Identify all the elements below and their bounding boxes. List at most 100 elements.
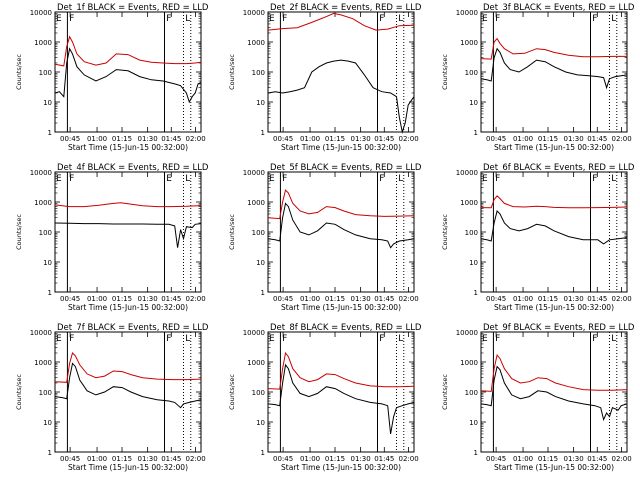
flag-letter: E xyxy=(56,174,62,184)
x-tick-label: 01:30 xyxy=(564,295,584,303)
y-tick-label: 1000 xyxy=(247,39,265,47)
y-axis-label: Counts/sec xyxy=(15,54,23,90)
flag-letter: E xyxy=(482,334,488,344)
x-tick-label: 00:45 xyxy=(486,295,506,303)
y-tick-label: 1000 xyxy=(34,39,52,47)
flag-letter: L xyxy=(185,334,190,344)
panel-4: Det_4f BLACK = Events, RED = LLD Counts/s… xyxy=(15,163,209,312)
x-tick-label: 00:45 xyxy=(60,135,80,143)
y-tick-label: 10000 xyxy=(243,169,265,177)
flag-letter: E xyxy=(56,14,62,24)
x-tick-label: 01:00 xyxy=(513,455,533,463)
x-tick-label: 01:45 xyxy=(161,135,181,143)
x-tick-label: 01:15 xyxy=(325,295,345,303)
x-tick-label: 01:00 xyxy=(300,455,320,463)
x-tick-label: 01:15 xyxy=(112,295,132,303)
x-axis-label: Start Time (15-Jun-15 00:32:00) xyxy=(281,303,401,312)
x-tick-label: 02:00 xyxy=(186,135,206,143)
y-axis-label: Counts/sec xyxy=(441,214,449,250)
flag-letter: L xyxy=(398,14,403,24)
y-tick-label: 1 xyxy=(261,289,265,297)
x-tick-label: 01:30 xyxy=(138,295,158,303)
x-tick-label: 00:45 xyxy=(273,455,293,463)
y-tick-label: 10 xyxy=(43,419,52,427)
y-axis-label: Counts/sec xyxy=(228,54,236,90)
x-tick-label: 02:00 xyxy=(612,295,632,303)
x-tick-label: 01:45 xyxy=(587,295,607,303)
y-tick-label: 10000 xyxy=(456,169,478,177)
x-tick-label: 01:45 xyxy=(374,455,394,463)
series-events xyxy=(480,365,628,422)
flag-letter: F xyxy=(379,174,384,184)
y-tick-label: 10 xyxy=(256,99,265,107)
y-tick-label: 10 xyxy=(469,419,478,427)
x-tick-label: 01:30 xyxy=(351,135,371,143)
series-lld xyxy=(54,352,202,383)
y-tick-label: 1 xyxy=(474,289,478,297)
y-tick-label: 1 xyxy=(474,449,478,457)
flag-letter: E xyxy=(269,334,275,344)
y-tick-label: 100 xyxy=(252,229,265,237)
plot-frame xyxy=(267,11,415,133)
x-axis-label: Start Time (15-Jun-15 00:32:00) xyxy=(494,303,614,312)
y-axis-label: Counts/sec xyxy=(15,374,23,410)
x-tick-label: 01:45 xyxy=(587,135,607,143)
x-tick-label: 02:00 xyxy=(612,135,632,143)
y-tick-label: 10000 xyxy=(243,329,265,337)
x-tick-label: 02:00 xyxy=(186,295,206,303)
y-tick-label: 10000 xyxy=(456,9,478,17)
x-tick-label: 01:30 xyxy=(564,455,584,463)
panel-9: Det_9f BLACK = Events, RED = LLD Counts/s… xyxy=(441,323,635,472)
flag-letter: F xyxy=(69,174,74,184)
panel-6: Det_6f BLACK = Events, RED = LLD Counts/s… xyxy=(441,163,635,312)
x-tick-label: 01:30 xyxy=(138,135,158,143)
panel-title: Det_3f BLACK = Events, RED = LLD xyxy=(483,3,635,13)
y-tick-label: 1 xyxy=(261,449,265,457)
flag-letter: F xyxy=(592,334,597,344)
series-lld xyxy=(480,195,628,209)
series-lld xyxy=(54,35,202,67)
x-tick-label: 01:00 xyxy=(513,135,533,143)
flag-letter: F xyxy=(69,14,74,24)
flag-letter: F xyxy=(592,174,597,184)
x-axis-label: Start Time (15-Jun-15 00:32:00) xyxy=(68,303,188,312)
y-tick-label: 100 xyxy=(252,69,265,77)
series-events xyxy=(267,59,415,134)
x-tick-label: 01:15 xyxy=(112,455,132,463)
x-tick-label: 02:00 xyxy=(612,455,632,463)
y-tick-label: 1 xyxy=(48,449,52,457)
x-tick-label: 00:45 xyxy=(60,455,80,463)
panel-title: Det_2f BLACK = Events, RED = LLD xyxy=(270,3,422,13)
panel-3: Det_3f BLACK = Events, RED = LLD Counts/s… xyxy=(441,3,635,152)
x-axis-label: Start Time (15-Jun-15 00:32:00) xyxy=(68,463,188,472)
y-tick-label: 10000 xyxy=(30,329,52,337)
flag-letter: F xyxy=(282,174,287,184)
plot-frame xyxy=(480,171,628,293)
x-tick-label: 01:30 xyxy=(138,455,158,463)
flag-letter: F xyxy=(166,14,171,24)
panel-7: Det_7f BLACK = Events, RED = LLD Counts/s… xyxy=(15,323,209,472)
y-tick-label: 10000 xyxy=(30,169,52,177)
x-tick-label: 01:45 xyxy=(587,455,607,463)
x-tick-label: 00:45 xyxy=(60,295,80,303)
flag-letter: F xyxy=(282,334,287,344)
x-axis-label: Start Time (15-Jun-15 00:32:00) xyxy=(281,143,401,152)
flag-letter: F xyxy=(495,334,500,344)
series-lld xyxy=(480,37,627,60)
panel-title: Det_9f BLACK = Events, RED = LLD xyxy=(483,323,635,333)
x-tick-label: 01:00 xyxy=(513,295,533,303)
flag-letter: L xyxy=(185,14,190,24)
panel-title: Det_7f BLACK = Events, RED = LLD xyxy=(57,323,209,333)
series-events xyxy=(267,363,415,434)
series-events xyxy=(267,202,415,249)
series-events xyxy=(54,222,202,248)
series-lld xyxy=(267,351,415,390)
y-tick-label: 100 xyxy=(252,389,265,397)
x-tick-label: 01:15 xyxy=(325,455,345,463)
y-tick-label: 100 xyxy=(39,69,52,77)
y-tick-label: 10 xyxy=(43,99,52,107)
x-tick-label: 01:00 xyxy=(87,135,107,143)
y-tick-label: 1000 xyxy=(34,359,52,367)
